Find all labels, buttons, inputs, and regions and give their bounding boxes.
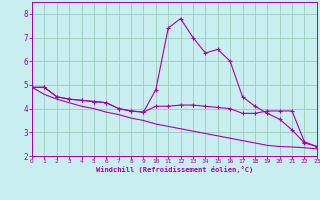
X-axis label: Windchill (Refroidissement éolien,°C): Windchill (Refroidissement éolien,°C) xyxy=(96,166,253,173)
